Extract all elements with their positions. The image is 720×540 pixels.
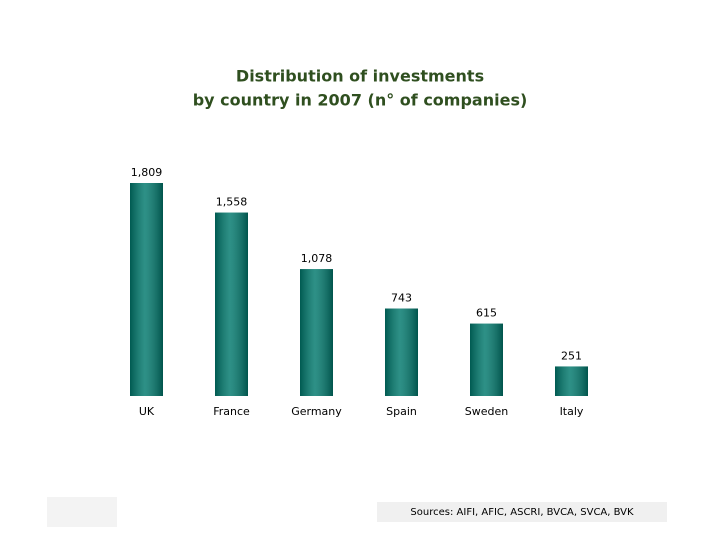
bar	[215, 212, 248, 396]
value-label: 743	[391, 292, 412, 305]
x-tick-label: Germany	[291, 405, 342, 418]
value-label: 251	[561, 349, 582, 362]
x-tick-label: Italy	[560, 405, 584, 418]
bar	[130, 183, 163, 396]
source-note: Sources: AIFI, AFIC, ASCRI, BVCA, SVCA, …	[410, 507, 634, 518]
bar	[470, 323, 503, 396]
bar	[555, 366, 588, 396]
x-tick-label: Sweden	[465, 405, 508, 418]
x-tick-label: Spain	[386, 405, 417, 418]
x-tick-label: France	[213, 405, 250, 418]
bar	[385, 308, 418, 396]
value-label: 615	[476, 307, 497, 320]
source-box	[377, 502, 667, 522]
chart-title: by country in 2007 (n° of companies)	[193, 91, 528, 110]
value-label: 1,558	[216, 196, 248, 209]
value-label: 1,809	[131, 166, 163, 179]
bar	[300, 269, 333, 396]
logo-box	[47, 497, 117, 527]
chart-title: Distribution of investments	[236, 67, 484, 86]
x-tick-label: UK	[139, 405, 155, 418]
value-label: 1,078	[301, 252, 333, 265]
